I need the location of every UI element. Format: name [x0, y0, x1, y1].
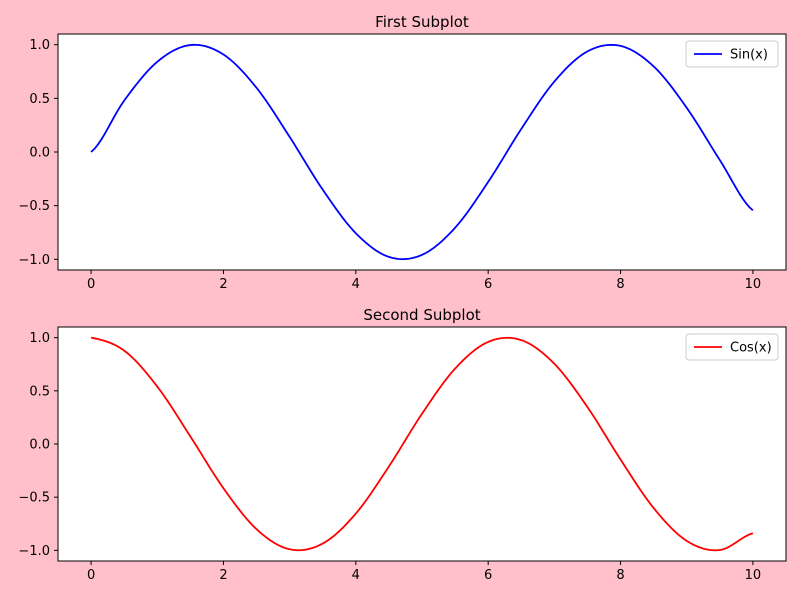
y-tick-label: 0.5 — [29, 92, 50, 107]
x-tick-label: 4 — [352, 568, 360, 583]
subplot-title: Second Subplot — [363, 306, 480, 324]
x-tick-label: 8 — [616, 277, 624, 292]
plot-area — [58, 34, 786, 270]
subplot-title: First Subplot — [375, 13, 469, 31]
x-tick-label: 10 — [745, 277, 762, 292]
x-tick-label: 10 — [745, 568, 762, 583]
plot-area — [58, 327, 786, 561]
subplot-1: 0 2 4 6 8 10 1.0 0.5 0.0 −0.5 −1.0 First Subplot Sin… — [18, 13, 787, 292]
subplot-2: 0 2 4 6 8 10 1.0 0.5 0.0 −0.5 −1.0 Second Subplot Co… — [18, 306, 787, 583]
y-tick-label: 1.0 — [29, 38, 50, 53]
y-tick-label: −0.5 — [18, 199, 50, 214]
x-tick-label: 6 — [484, 277, 492, 292]
legend: Cos(x) — [685, 333, 779, 361]
y-tick-label: 1.0 — [29, 331, 50, 346]
y-tick-label: 0.0 — [29, 146, 50, 161]
legend-box — [685, 40, 779, 68]
series-line-1-1 — [90, 43, 754, 261]
x-tick-label: 0 — [87, 568, 95, 583]
legend: Sin(x) — [685, 40, 779, 68]
charts-container: 0 2 4 6 8 10 1.0 0.5 0.0 −0.5 −1.0 First Subplot Sin… — [18, 13, 787, 583]
x-tick-label: 8 — [616, 568, 624, 583]
y-tick-label: 0.0 — [29, 438, 50, 453]
x-tick-label: 0 — [87, 277, 95, 292]
y-tick-label: −1.0 — [18, 253, 50, 268]
x-tick-label: 4 — [352, 277, 360, 292]
x-tick-label: 6 — [484, 568, 492, 583]
y-tick-label: −0.5 — [18, 491, 50, 506]
y-tick-label: −1.0 — [18, 544, 50, 559]
legend-label: Sin(x) — [730, 48, 768, 63]
series-line-2-1 — [90, 336, 754, 552]
y-tick-label: 0.5 — [29, 384, 50, 399]
legend-box — [685, 333, 779, 361]
x-tick-label: 2 — [219, 277, 227, 292]
legend-label: Cos(x) — [730, 341, 772, 356]
x-tick-label: 2 — [219, 568, 227, 583]
